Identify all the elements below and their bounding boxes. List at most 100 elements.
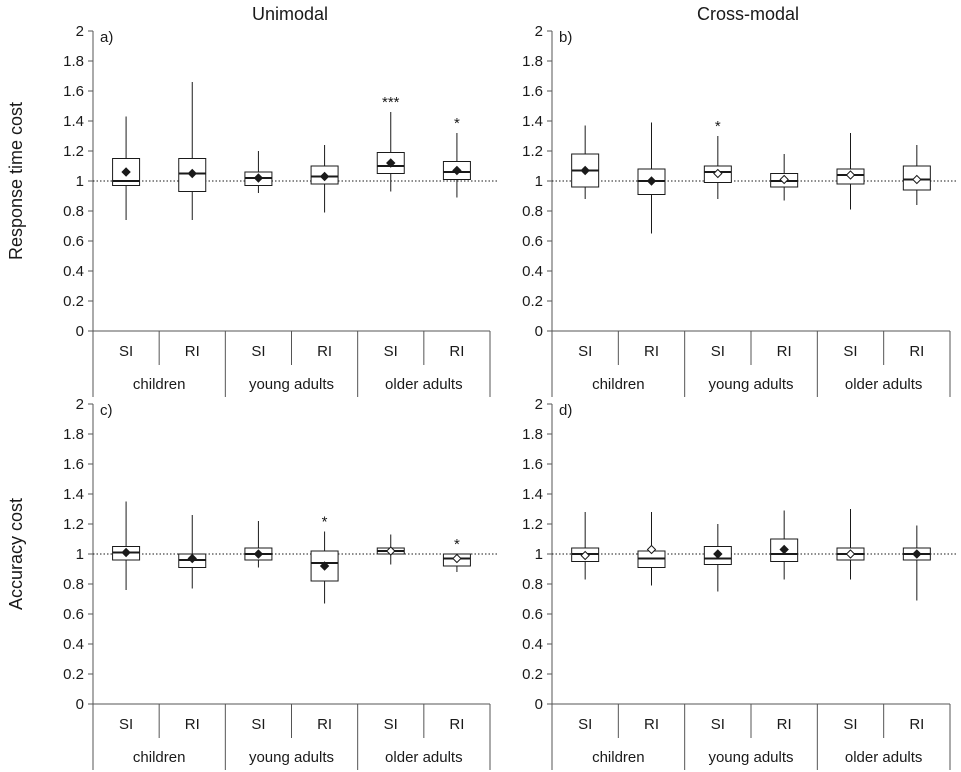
y-tick-label: 1.2 [63, 143, 84, 160]
mean-marker [779, 544, 789, 555]
y-tick-label: 1.4 [522, 486, 543, 503]
box-si-0 [112, 501, 141, 590]
x-category-label: RI [317, 716, 332, 733]
y-tick-label: 0.2 [522, 293, 543, 310]
x-category-label: RI [777, 343, 792, 360]
mean-marker [253, 173, 264, 183]
box-si-2 [244, 521, 273, 568]
y-axis-title: Response time cost [6, 102, 26, 260]
mean-marker [452, 553, 462, 564]
x-category-label: SI [578, 716, 592, 733]
mean-marker [187, 168, 197, 179]
mean-marker [912, 549, 922, 559]
x-category-label: RI [777, 716, 792, 733]
box-si-4: *** [376, 94, 405, 192]
box-si-4 [376, 534, 405, 565]
x-group-label: young adults [708, 376, 793, 393]
x-group-label: children [133, 749, 186, 766]
y-tick-label: 1.8 [63, 53, 84, 70]
y-tick-label: 1.4 [522, 113, 543, 130]
x-group-label: older adults [385, 376, 463, 393]
x-category-label: RI [644, 716, 659, 733]
mean-marker [253, 549, 264, 559]
significance-marker: * [322, 514, 328, 531]
x-category-label: SI [843, 716, 857, 733]
y-tick-label: 1.4 [63, 486, 84, 503]
x-group-label: young adults [708, 749, 793, 766]
panel-label: c) [100, 402, 113, 419]
y-tick-label: 2 [76, 396, 84, 413]
mean-marker [912, 174, 922, 185]
mean-marker [646, 176, 657, 186]
box-ri-5 [902, 145, 931, 205]
x-category-label: SI [119, 716, 133, 733]
x-category-label: SI [384, 343, 398, 360]
y-tick-label: 0.4 [522, 263, 543, 280]
mean-marker [319, 171, 330, 182]
x-category-label: SI [711, 716, 725, 733]
significance-marker: * [454, 536, 460, 553]
box-si-2 [703, 524, 732, 592]
y-tick-label: 1.6 [522, 83, 543, 100]
y-tick-label: 1.2 [522, 143, 543, 160]
box-ri-3: * [310, 514, 339, 604]
box-si-0 [112, 116, 141, 220]
x-group-label: older adults [845, 376, 923, 393]
y-tick-label: 1.6 [63, 83, 84, 100]
box-ri-1 [637, 122, 666, 234]
box-ri-1 [637, 512, 666, 586]
x-group-label: young adults [249, 376, 334, 393]
y-tick-label: 0.8 [63, 203, 84, 220]
mean-marker [187, 553, 197, 564]
y-tick-label: 0.6 [63, 233, 84, 250]
panel-d: 0 0.2 0.4 0.6 0.8 1 1.2 1.4 1.6 1.8 2 SI RI SI RI SI RI c… [522, 396, 958, 770]
y-tick-label: 0.4 [63, 263, 84, 280]
box-ri-3 [770, 510, 799, 580]
y-tick-label: 2 [76, 23, 84, 40]
x-category-label: SI [843, 343, 857, 360]
box-si-0 [571, 125, 600, 199]
y-tick-label: 1.6 [522, 456, 543, 473]
x-group-label: young adults [249, 749, 334, 766]
y-tick-label: 0.4 [63, 636, 84, 653]
y-tick-label: 0.8 [63, 576, 84, 593]
mean-marker [121, 547, 131, 558]
x-category-label: RI [185, 716, 200, 733]
y-tick-label: 0 [535, 696, 543, 713]
box-si-4 [836, 133, 865, 210]
box-si-0 [571, 512, 600, 580]
x-category-label: RI [909, 716, 924, 733]
panel-label: a) [100, 29, 113, 46]
x-category-label: RI [449, 343, 464, 360]
mean-marker [386, 546, 396, 556]
column-title-cross-modal: Cross-modal [697, 4, 799, 24]
box-iqr [178, 158, 207, 192]
panel-a: 0 0.2 0.4 0.6 0.8 1 1.2 1.4 1.6 1.8 2 SI RI SI RI SI RI c… [6, 23, 498, 397]
x-category-label: RI [909, 343, 924, 360]
y-tick-label: 0.6 [522, 233, 543, 250]
mean-marker [452, 165, 462, 176]
panel-label: d) [559, 402, 572, 419]
y-tick-label: 2 [535, 396, 543, 413]
mean-marker [713, 168, 723, 179]
mean-marker [845, 170, 856, 180]
column-title-unimodal: Unimodal [252, 4, 328, 24]
box-ri-5 [902, 525, 931, 601]
x-group-label: children [592, 376, 645, 393]
y-tick-label: 2 [535, 23, 543, 40]
y-tick-label: 0 [535, 323, 543, 340]
y-tick-label: 1 [535, 173, 543, 190]
y-tick-label: 0.2 [63, 293, 84, 310]
y-tick-label: 1.8 [522, 426, 543, 443]
x-category-label: RI [449, 716, 464, 733]
y-tick-label: 1 [76, 173, 84, 190]
panel-label: b) [559, 29, 572, 46]
mean-marker [580, 550, 590, 561]
y-tick-label: 1.4 [63, 113, 84, 130]
panel-b: 0 0.2 0.4 0.6 0.8 1 1.2 1.4 1.6 1.8 2 SI RI SI RI SI RI c… [522, 23, 958, 397]
box-ri-5: * [442, 115, 471, 198]
mean-marker [713, 549, 723, 559]
box-si-2 [244, 151, 273, 193]
y-tick-label: 1.2 [522, 516, 543, 533]
